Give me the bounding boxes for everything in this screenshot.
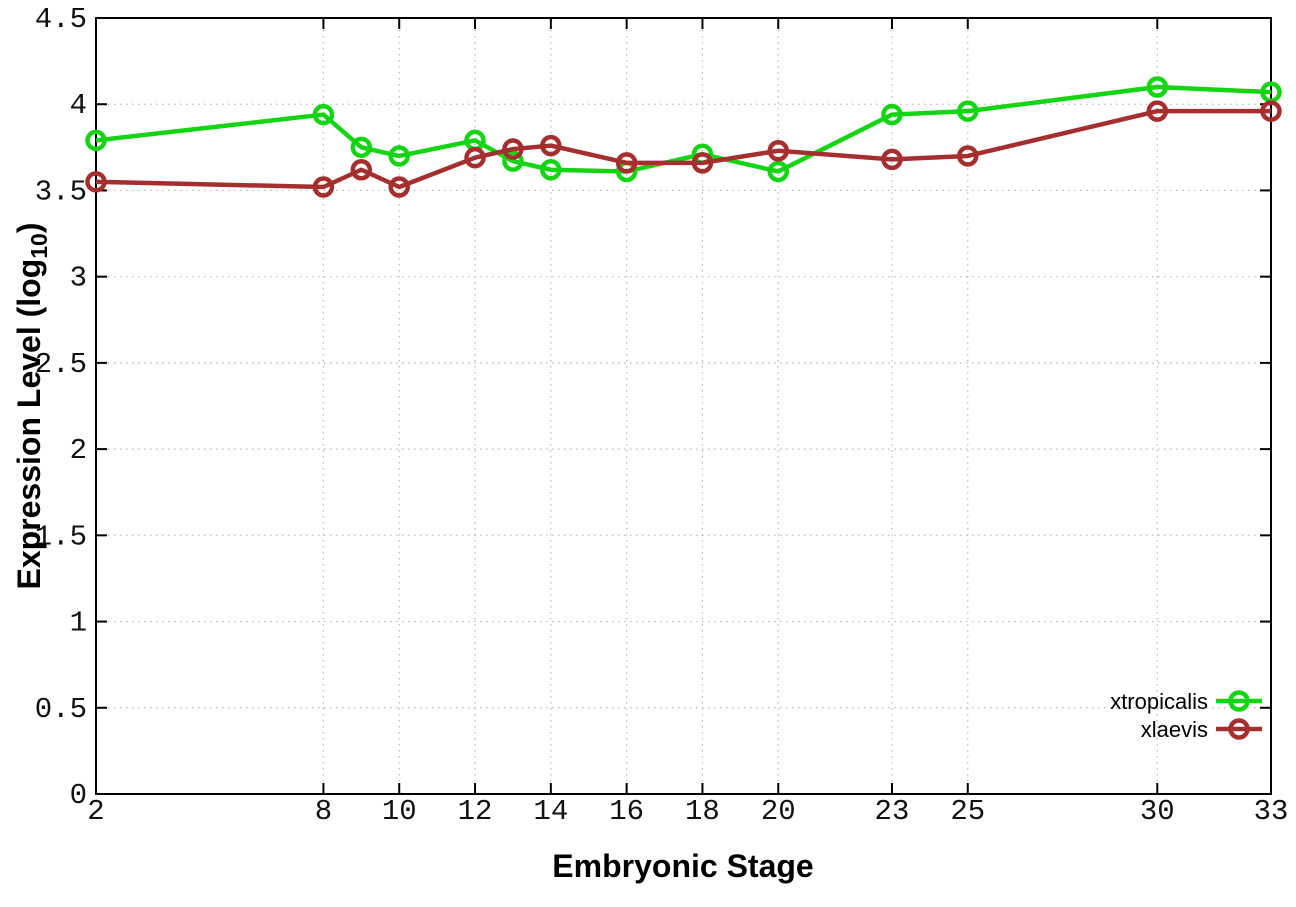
x-axis-title: Embryonic Stage bbox=[552, 848, 813, 884]
xlaevis-point bbox=[767, 140, 790, 162]
x-tick-label: 18 bbox=[685, 795, 720, 828]
y-tick-label: 3.5 bbox=[35, 175, 87, 208]
xtropicalis-line bbox=[95, 84, 1272, 174]
y-tick-label: 0.5 bbox=[35, 693, 87, 726]
y-tick-label: 1 bbox=[70, 607, 87, 640]
xlaevis-point bbox=[85, 171, 107, 193]
y-tick-label: 3 bbox=[70, 262, 87, 295]
legend-marker-sample bbox=[1228, 718, 1250, 740]
xtropicalis-point bbox=[767, 160, 790, 183]
y-tick-label: 1.5 bbox=[35, 520, 87, 553]
x-tick-label: 2 bbox=[87, 795, 104, 828]
xlaevis-point bbox=[957, 145, 979, 167]
x-tick-label: 20 bbox=[761, 795, 796, 828]
xlaevis-point bbox=[615, 152, 638, 174]
x-tick-label: 33 bbox=[1254, 795, 1289, 828]
x-tick-label: 8 bbox=[315, 795, 332, 828]
x-tick-label: 14 bbox=[533, 795, 568, 828]
xtropicalis-point bbox=[1146, 76, 1169, 98]
xtropicalis-point bbox=[312, 103, 335, 126]
xtropicalis-point bbox=[350, 136, 373, 159]
xlaevis-point bbox=[502, 138, 524, 160]
xtropicalis-point bbox=[957, 100, 979, 122]
xtropicalis-point bbox=[85, 129, 107, 152]
x-tick-label: 16 bbox=[609, 795, 644, 828]
x-tick-label: 23 bbox=[875, 795, 910, 828]
gridlines bbox=[95, 17, 1272, 795]
y-tick-label: 4 bbox=[70, 89, 87, 122]
xlaevis-point bbox=[1146, 100, 1169, 122]
y-axis-title-subscript: 10 bbox=[26, 233, 52, 259]
x-tick-label: 25 bbox=[950, 795, 985, 828]
series-xlaevis bbox=[85, 100, 1282, 198]
data-series bbox=[85, 76, 1282, 198]
y-axis-title: Expression Level (log10) bbox=[11, 222, 52, 589]
y-axis-title-main: Expression Level (log bbox=[11, 259, 47, 590]
xlaevis-point bbox=[350, 159, 373, 181]
xlaevis-point bbox=[1260, 100, 1282, 122]
y-tick-label: 4.5 bbox=[35, 3, 87, 36]
x-tick-label: 12 bbox=[458, 795, 493, 828]
legend-entry-xtropicalis: xtropicalis bbox=[1110, 689, 1262, 714]
xlaevis-point bbox=[540, 134, 562, 157]
plot-border bbox=[95, 17, 1272, 795]
y-tick-label: 2.5 bbox=[35, 348, 87, 381]
xtropicalis-point bbox=[540, 159, 562, 181]
legend-marker-sample bbox=[1228, 690, 1250, 712]
tick-labels: 2 8 10 12 14 16 18 20 23 25 30 33 0 0.5 1 1.5 2 2.5 3 3.5 4 4… bbox=[35, 3, 1289, 828]
xlaevis-point bbox=[691, 152, 714, 174]
xlaevis-point bbox=[464, 146, 486, 169]
xtropicalis-point bbox=[388, 145, 410, 167]
legend-label-xlaevis: xlaevis bbox=[1141, 717, 1208, 742]
xlaevis-point bbox=[881, 148, 903, 171]
x-tick-label: 30 bbox=[1140, 795, 1175, 828]
legend-label-xtropicalis: xtropicalis bbox=[1110, 689, 1208, 714]
xtropicalis-point bbox=[502, 150, 524, 172]
legend-entry-xlaevis: xlaevis bbox=[1141, 717, 1262, 742]
xlaevis-point bbox=[388, 176, 410, 198]
y-axis-title-close-paren: ) bbox=[11, 222, 47, 233]
x-tick-label: 10 bbox=[382, 795, 417, 828]
xtropicalis-point bbox=[881, 103, 903, 126]
legend: xtropicalis xlaevis bbox=[1110, 689, 1262, 742]
y-tick-label: 0 bbox=[70, 779, 87, 812]
xlaevis-point bbox=[312, 176, 335, 198]
y-tick-label: 2 bbox=[70, 434, 87, 467]
plot-frame bbox=[95, 17, 1272, 795]
